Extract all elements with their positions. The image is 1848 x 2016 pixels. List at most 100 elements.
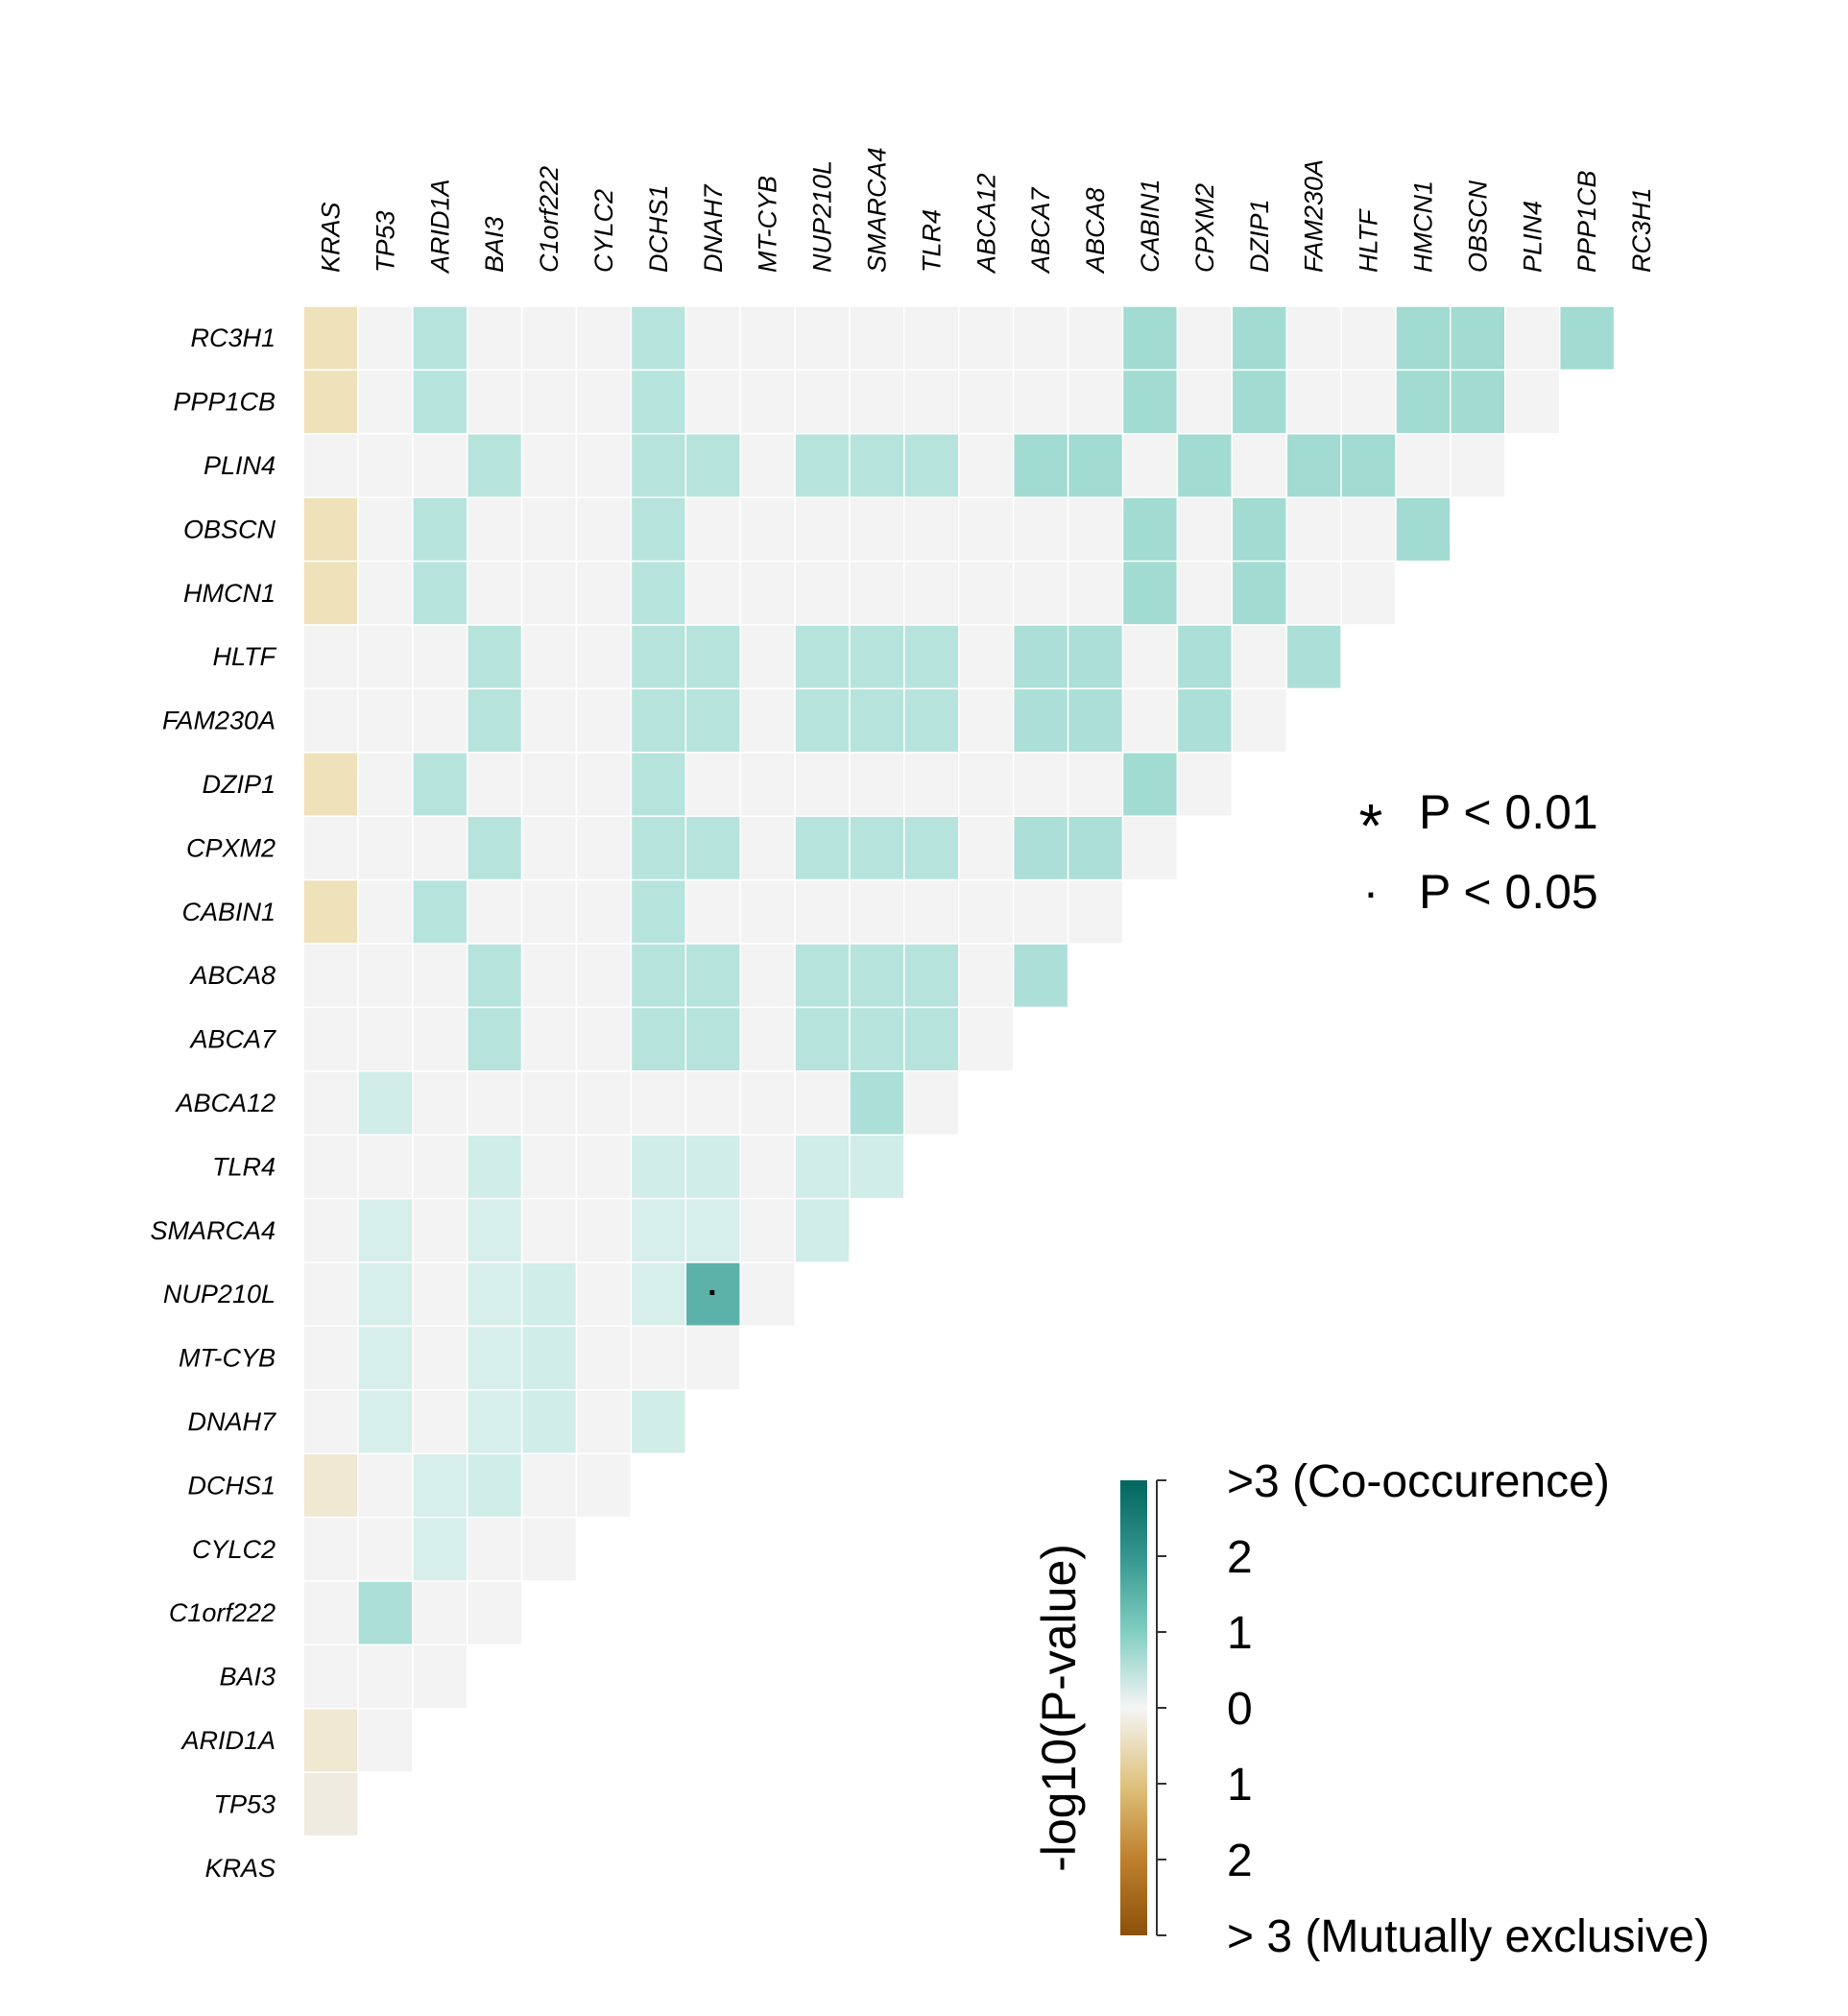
heatmap-cell: [1285, 560, 1342, 626]
heatmap-cell: [412, 1006, 468, 1072]
heatmap-cell: [575, 1389, 633, 1454]
heatmap-cell: [739, 1134, 796, 1200]
heatmap-cell: [958, 1006, 1015, 1072]
heatmap-cell: [684, 433, 741, 498]
heatmap-cell: [739, 433, 796, 498]
heatmap-cell: [1176, 305, 1234, 372]
heatmap-cell: [520, 752, 578, 817]
heatmap-cell: [958, 943, 1015, 1009]
significance-marker: ·: [708, 1275, 718, 1311]
colorbar-tick-label: 1: [1227, 1760, 1253, 1811]
heatmap-cell: [684, 560, 741, 626]
heatmap-cell: [630, 560, 687, 626]
heatmap-cell: [1285, 496, 1342, 563]
heatmap-cell: [575, 1070, 633, 1136]
heatmap-cell: [1176, 433, 1234, 498]
heatmap-cell: [466, 1197, 523, 1263]
heatmap-cell: [302, 752, 359, 817]
column-label: BAI3: [480, 216, 509, 273]
heatmap-cell: [1231, 369, 1287, 435]
heatmap-cell: [684, 624, 741, 690]
heatmap-cell: [684, 878, 741, 945]
heatmap-cell: [520, 1325, 578, 1391]
heatmap-cell: [684, 815, 741, 881]
heatmap-cell: [739, 1197, 796, 1263]
heatmap-cell: [575, 1197, 633, 1263]
heatmap-cell: [1176, 624, 1234, 690]
heatmap-cell: [466, 1261, 523, 1328]
column-label: ABCA12: [972, 173, 1000, 275]
heatmap-cell: [630, 1325, 687, 1391]
heatmap-cell: [794, 815, 851, 881]
heatmap-cell: [903, 496, 960, 563]
heatmap-cells: ·: [302, 305, 1616, 1837]
heatmap-cell: [412, 1325, 468, 1391]
heatmap-cell: [302, 943, 359, 1009]
row-label: HLTF: [213, 642, 277, 671]
heatmap-cell: [357, 1708, 414, 1773]
heatmap-cell: [794, 496, 851, 563]
heatmap-cell: [412, 815, 468, 881]
heatmap-cell: [357, 943, 414, 1009]
heatmap-cell: [1504, 369, 1561, 435]
heatmap-cell: [630, 687, 687, 754]
heatmap-cell: [630, 1261, 687, 1328]
heatmap-cell: [739, 687, 796, 754]
row-label: ABCA12: [174, 1089, 276, 1117]
heatmap-cell: [575, 752, 633, 817]
heatmap-cell: [849, 1006, 905, 1072]
heatmap-cell: [412, 1516, 468, 1582]
heatmap-cell: [357, 305, 414, 372]
heatmap-cell: [575, 1006, 633, 1072]
colorbar-tick-label: > 3 (Mutually exclusive): [1227, 1911, 1710, 1962]
heatmap-cell: [958, 624, 1015, 690]
heatmap-cell: [466, 369, 523, 435]
heatmap-cell: [302, 1325, 359, 1391]
heatmap-cell: [466, 496, 523, 563]
row-label: CABIN1: [181, 898, 276, 926]
colorbar: [1120, 1480, 1147, 1935]
row-label: KRAS: [204, 1854, 276, 1883]
heatmap-cell: [1231, 560, 1287, 626]
heatmap-cell: [1121, 305, 1179, 372]
heatmap-cell: [520, 815, 578, 881]
heatmap-cell: [903, 1006, 960, 1072]
heatmap-cell: [739, 815, 796, 881]
heatmap-cell: [739, 752, 796, 817]
row-label: ABCA7: [188, 1025, 276, 1054]
heatmap-cell: [1285, 433, 1342, 498]
heatmap-cell: [302, 1708, 359, 1773]
heatmap-cell: [412, 369, 468, 435]
heatmap-cell: [466, 1580, 523, 1646]
heatmap-cell: [302, 1580, 359, 1646]
heatmap-cell: [466, 624, 523, 690]
heatmap-cell: [1067, 369, 1124, 435]
heatmap-cell: [466, 1389, 523, 1454]
heatmap-cell: [302, 433, 359, 498]
heatmap-cell: [302, 305, 359, 372]
heatmap-cell: [1231, 687, 1287, 754]
heatmap-cell: [466, 433, 523, 498]
heatmap-cell: [357, 560, 414, 626]
heatmap-cell: [794, 305, 851, 372]
heatmap-cell: [466, 1452, 523, 1519]
heatmap-cell: [684, 687, 741, 754]
heatmap-cell: [1285, 624, 1342, 690]
heatmap-cell: [1176, 369, 1234, 435]
heatmap-cell: [412, 1134, 468, 1200]
heatmap-cell: [466, 815, 523, 881]
heatmap-cell: [575, 815, 633, 881]
heatmap-cell: [739, 1261, 796, 1328]
row-label: CPXM2: [186, 833, 276, 862]
heatmap-cell: [1012, 433, 1069, 498]
column-label: C1orf222: [535, 166, 564, 273]
heatmap-cell: [739, 369, 796, 435]
column-label: PPP1CB: [1572, 170, 1601, 273]
heatmap-cell: [357, 815, 414, 881]
heatmap-cell: [412, 305, 468, 372]
heatmap-cell: [412, 1644, 468, 1710]
heatmap-cell: [1340, 496, 1397, 563]
heatmap-cell: [520, 687, 578, 754]
column-label: NUP210L: [808, 160, 837, 273]
heatmap-cell: [302, 369, 359, 435]
